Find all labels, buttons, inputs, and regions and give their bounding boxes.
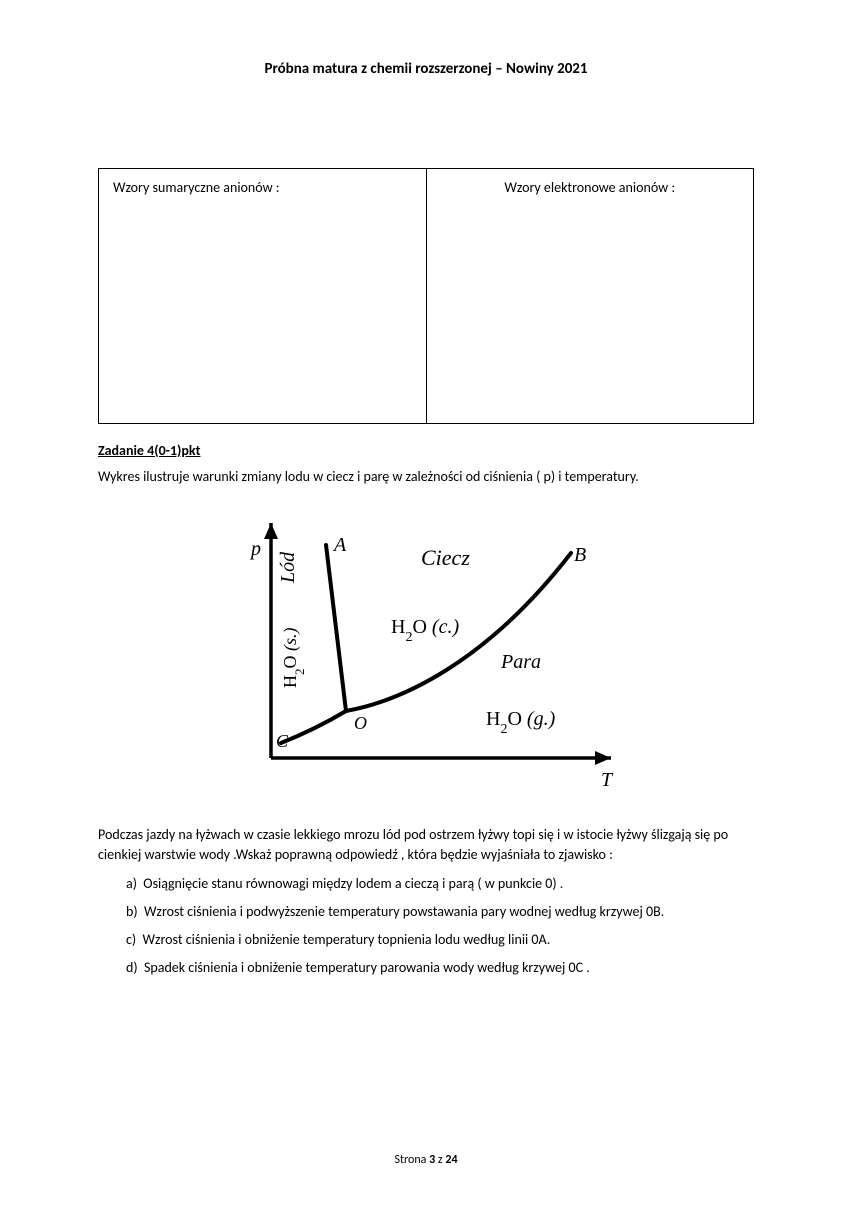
phase-diagram: pTABCOLódCieczParaH2O (s.)H2O (c.)H2O (g… <box>226 503 626 798</box>
cell-header-right: Wzory elektronowe anionów : <box>504 179 675 196</box>
page-footer: Strona 3 z 24 <box>0 1153 852 1167</box>
svg-text:Lód: Lód <box>277 551 299 584</box>
task-intro: Wykres ilustruje warunki zmiany lodu w c… <box>98 465 754 489</box>
page-title: Próbna matura z chemii rozszerzonej – No… <box>98 60 754 78</box>
option-a: a) Osiągnięcie stanu równowagi między lo… <box>126 875 754 894</box>
cell-elektronowe: Wzory elektronowe anionów : <box>426 169 754 424</box>
page-container: Próbna matura z chemii rozszerzonej – No… <box>0 0 852 1027</box>
svg-text:C: C <box>276 731 289 751</box>
svg-text:O: O <box>354 713 367 733</box>
option-letter: b) <box>126 903 138 920</box>
option-letter: c) <box>126 931 136 948</box>
svg-text:Para: Para <box>500 651 541 673</box>
question-text: Podczas jazdy na łyżwach w czasie lekkie… <box>98 825 754 866</box>
option-text: Spadek ciśnienia i obniżenie temperatury… <box>144 959 590 976</box>
phase-diagram-wrap: pTABCOLódCieczParaH2O (s.)H2O (c.)H2O (g… <box>98 503 754 803</box>
option-b: b) Wzrost ciśnienia i podwyższenie tempe… <box>126 903 754 922</box>
svg-text:B: B <box>574 544 586 566</box>
cell-header-left: Wzory sumaryczne anionów : <box>113 179 280 196</box>
footer-total: 24 <box>445 1153 457 1167</box>
cell-sumaryczne: Wzory sumaryczne anionów : <box>99 169 427 424</box>
option-text: Osiągnięcie stanu równowagi między lodem… <box>143 875 563 892</box>
footer-prefix: Strona <box>394 1153 429 1167</box>
option-text: Wzrost ciśnienia i podwyższenie temperat… <box>144 903 664 920</box>
option-c: c) Wzrost ciśnienia i obniżenie temperat… <box>126 931 754 950</box>
svg-text:A: A <box>332 534 347 556</box>
svg-text:T: T <box>601 769 614 791</box>
svg-text:p: p <box>249 538 261 560</box>
footer-middle: z <box>435 1153 445 1167</box>
option-letter: a) <box>126 875 137 892</box>
task-heading: Zadanie 4(0-1)pkt <box>98 442 754 459</box>
options-list: a) Osiągnięcie stanu równowagi między lo… <box>98 875 754 978</box>
option-letter: d) <box>126 959 138 976</box>
answer-table: Wzory sumaryczne anionów : Wzory elektro… <box>98 168 754 424</box>
option-d: d) Spadek ciśnienia i obniżenie temperat… <box>126 959 754 978</box>
svg-text:Ciecz: Ciecz <box>421 545 470 570</box>
option-text: Wzrost ciśnienia i obniżenie temperatury… <box>143 931 551 948</box>
table-row: Wzory sumaryczne anionów : Wzory elektro… <box>99 169 754 424</box>
